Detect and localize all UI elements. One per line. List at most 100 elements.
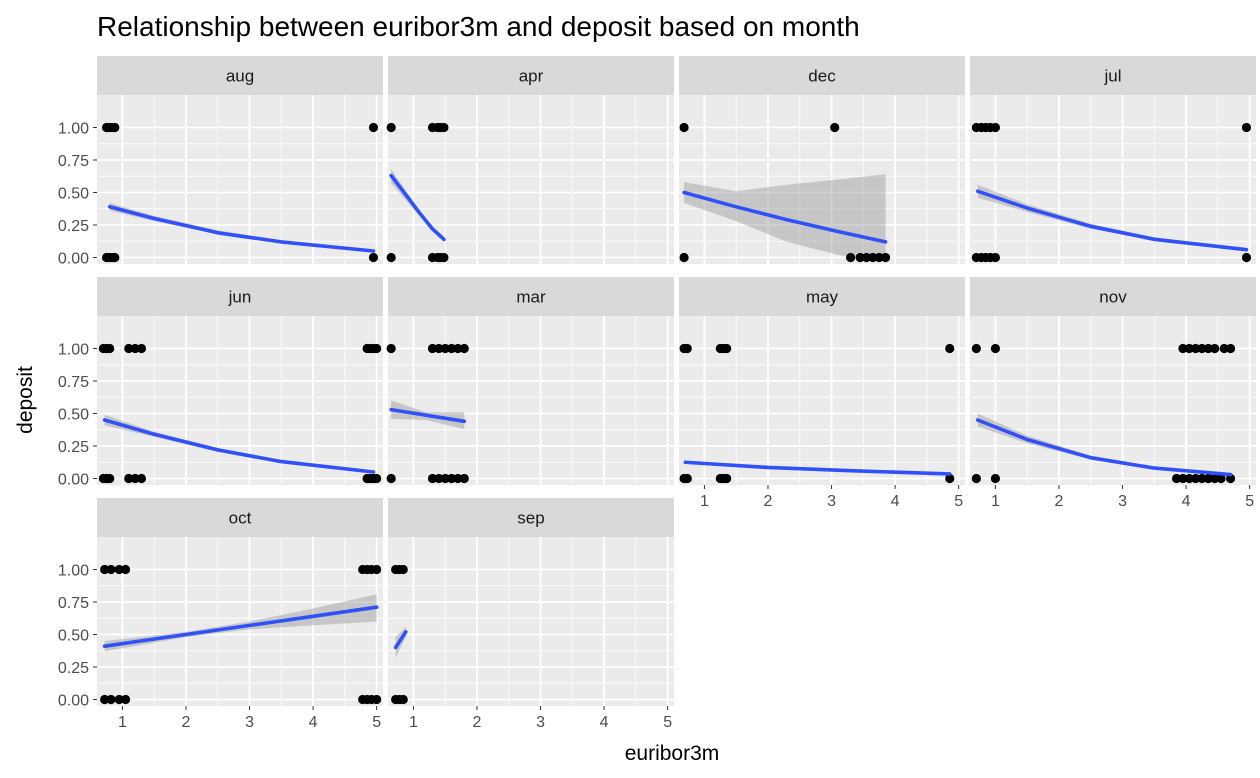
panel-background: [97, 537, 383, 706]
data-point: [945, 473, 955, 484]
y-tick-label: 0.25: [58, 218, 89, 235]
x-tick-label: 5: [1245, 493, 1254, 510]
facet-strip-label: apr: [519, 67, 544, 86]
x-axis-title: euribor3m: [625, 742, 720, 765]
y-tick-label: 0.25: [58, 439, 89, 456]
data-point: [1184, 343, 1194, 354]
x-tick-label: 5: [954, 493, 963, 510]
facet-panel-jun: jun 0.00 0.25 0.50 0.75 1.00: [58, 277, 383, 489]
data-point: [830, 122, 840, 133]
data-point: [1241, 252, 1252, 263]
data-point: [136, 473, 147, 484]
panel-background: [970, 95, 1256, 264]
facet-strip-label: oct: [229, 509, 252, 528]
x-tick-label: 5: [372, 714, 381, 731]
data-point: [105, 343, 115, 354]
x-tick-label: 4: [891, 493, 900, 510]
data-point: [372, 343, 382, 354]
x-tick-label: 2: [182, 714, 191, 731]
y-tick-label: 0.50: [58, 186, 89, 203]
data-point: [439, 122, 449, 133]
data-point: [372, 564, 382, 575]
data-point: [990, 122, 1001, 133]
data-point: [846, 252, 856, 263]
data-point: [682, 473, 692, 484]
fit-line: [683, 460, 952, 476]
data-point: [990, 343, 1001, 354]
data-point: [682, 343, 692, 354]
x-tick-label: 1: [409, 714, 418, 731]
x-tick-label: 3: [1118, 493, 1127, 510]
fit-line: [393, 630, 408, 650]
data-point: [440, 473, 450, 484]
chart-title: Relationship between euribor3m and depos…: [97, 11, 860, 42]
fit-line: [389, 407, 467, 424]
data-point: [868, 252, 878, 263]
data-point: [453, 343, 463, 354]
facet-panel-may: may 1 2 3 4 5: [679, 277, 965, 510]
data-point: [368, 252, 379, 263]
data-point: [1203, 343, 1213, 354]
x-tick-label: 3: [536, 714, 545, 731]
y-tick-label: 0.50: [58, 407, 89, 424]
data-point: [386, 473, 396, 484]
facet-strip-label: mar: [516, 288, 546, 307]
data-point: [453, 473, 463, 484]
facet-strip: [97, 498, 383, 537]
facet-strip: [97, 277, 383, 316]
panel-background: [388, 537, 674, 706]
x-tick-label: 4: [600, 714, 609, 731]
facet-strip: [388, 56, 674, 95]
data-point: [100, 694, 110, 705]
data-point: [1191, 473, 1201, 484]
data-point: [130, 473, 140, 484]
x-tick-label: 3: [245, 714, 254, 731]
data-point: [121, 564, 131, 575]
data-point: [130, 343, 140, 354]
y-tick-label: 0.75: [58, 153, 89, 170]
y-tick-label: 1.00: [58, 121, 89, 138]
data-point: [427, 343, 438, 354]
x-tick-label: 5: [663, 714, 672, 731]
data-point: [446, 343, 457, 354]
facet-strip-label: nov: [1099, 288, 1127, 307]
data-point: [124, 473, 134, 484]
fit-line: [107, 205, 376, 253]
facet-panel-jul: jul: [970, 56, 1256, 264]
data-point: [679, 252, 689, 263]
data-point: [372, 694, 382, 705]
panel-background: [388, 316, 674, 485]
y-tick-label: 0.50: [58, 628, 89, 645]
data-point: [1191, 343, 1201, 354]
data-point: [398, 694, 408, 705]
y-tick-label: 0.00: [58, 251, 89, 268]
data-point: [110, 252, 120, 263]
data-point: [121, 694, 131, 705]
data-point: [372, 473, 382, 484]
y-tick-label: 1.00: [58, 342, 89, 359]
facet-panel-dec: dec: [679, 56, 965, 264]
data-point: [386, 122, 396, 133]
fit-line: [682, 190, 888, 244]
facet-strip-label: jul: [1103, 67, 1121, 86]
facet-strip-label: may: [806, 288, 839, 307]
data-point: [434, 473, 444, 484]
facet-strip: [388, 498, 674, 537]
panel-background: [97, 95, 383, 264]
data-point: [855, 252, 865, 263]
data-point: [124, 343, 134, 354]
y-tick-label: 1.00: [58, 563, 89, 580]
fit-line: [102, 418, 376, 474]
data-point: [679, 122, 689, 133]
fit-line: [389, 173, 446, 242]
data-point: [1197, 343, 1207, 354]
panel-background: [679, 95, 965, 264]
x-tick-label: 1: [118, 714, 127, 731]
data-point: [114, 694, 124, 705]
data-point: [1210, 473, 1220, 484]
x-tick-label: 2: [764, 493, 773, 510]
fit-line: [975, 189, 1249, 252]
data-point: [1203, 473, 1213, 484]
data-point: [114, 564, 124, 575]
data-point: [874, 252, 884, 263]
